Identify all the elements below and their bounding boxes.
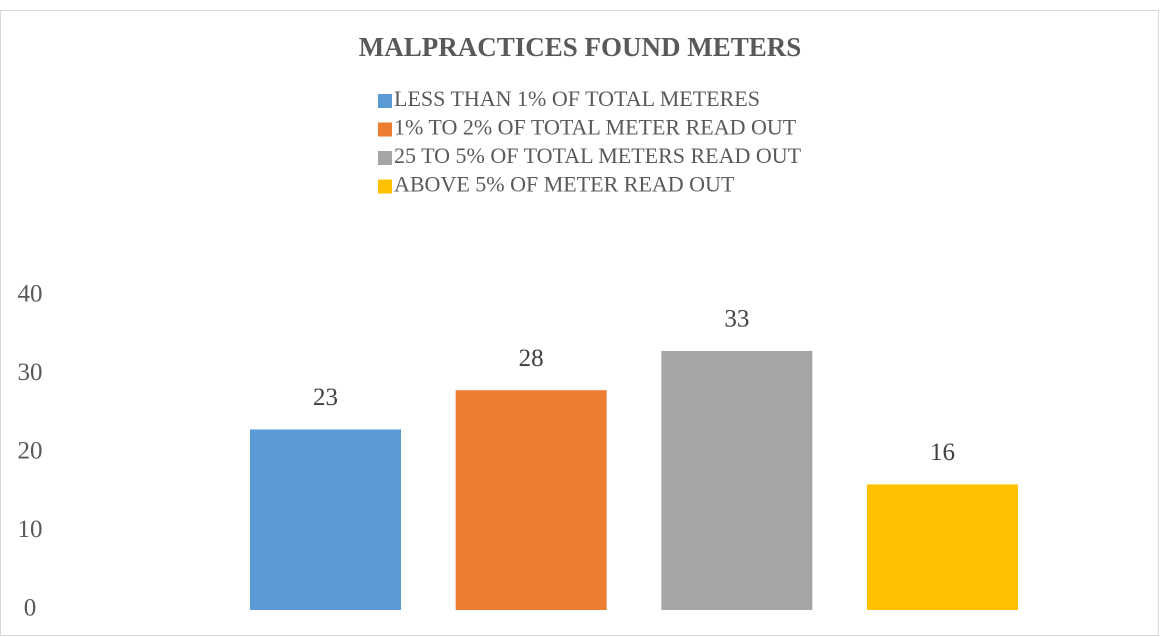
bar [867, 484, 1018, 610]
legend-label: LESS THAN 1% OF TOTAL METERES [394, 86, 760, 111]
y-tick-label: 40 [18, 281, 43, 308]
bar [455, 390, 607, 610]
data-label: 33 [724, 306, 749, 333]
bar [661, 350, 813, 610]
legend-swatch [378, 179, 392, 194]
y-tick-label: 10 [18, 516, 43, 543]
legend-label: 1% TO 2% OF TOTAL METER READ OUT [394, 115, 797, 140]
y-tick-label: 30 [18, 359, 43, 386]
data-label: 23 [313, 384, 338, 411]
bar [250, 429, 401, 610]
legend-swatch [378, 122, 392, 137]
chart-title: MALPRACTICES FOUND METERS [359, 32, 802, 62]
y-tick-label: 0 [24, 595, 37, 622]
y-tick-label: 20 [18, 438, 43, 465]
legend-swatch [378, 151, 392, 165]
legend-swatch [378, 94, 392, 108]
legend-label: 25 TO 5% OF TOTAL METERS READ OUT [394, 143, 802, 168]
chart-border [0, 10, 1159, 636]
data-label: 28 [519, 345, 544, 372]
legend-label: ABOVE 5% OF METER READ OUT [394, 172, 735, 197]
data-label: 16 [930, 439, 955, 466]
